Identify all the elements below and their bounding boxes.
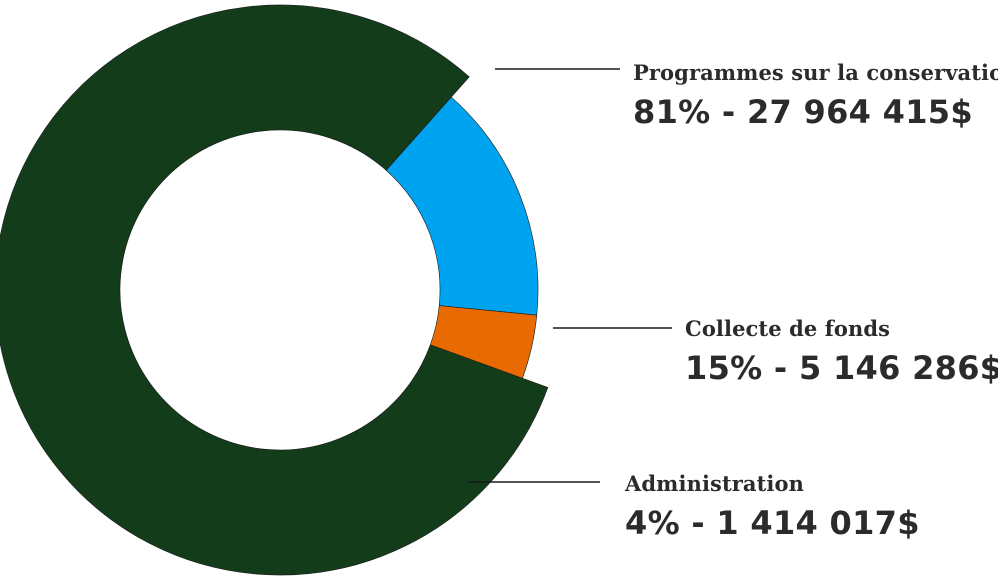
slice-administration: [429, 305, 538, 379]
slice-label-administration: Administration 4% - 1 414 017$: [625, 471, 920, 543]
slice-name: Collecte de fonds: [685, 316, 891, 341]
donut-slices: [0, 4, 549, 576]
slice-name: Administration: [625, 471, 804, 496]
slice-label-collecte: Collecte de fonds 15% - 5 146 286$: [685, 316, 998, 388]
slice-value: 15% - 5 146 286$: [685, 349, 998, 387]
slice-programmes: [0, 4, 549, 576]
slice-label-programmes: Programmes sur la conservation 81% - 27 …: [633, 60, 998, 132]
slice-value: 81% - 27 964 415$: [633, 93, 973, 131]
slice-value: 4% - 1 414 017$: [625, 504, 920, 542]
slice-name: Programmes sur la conservation: [633, 60, 998, 85]
